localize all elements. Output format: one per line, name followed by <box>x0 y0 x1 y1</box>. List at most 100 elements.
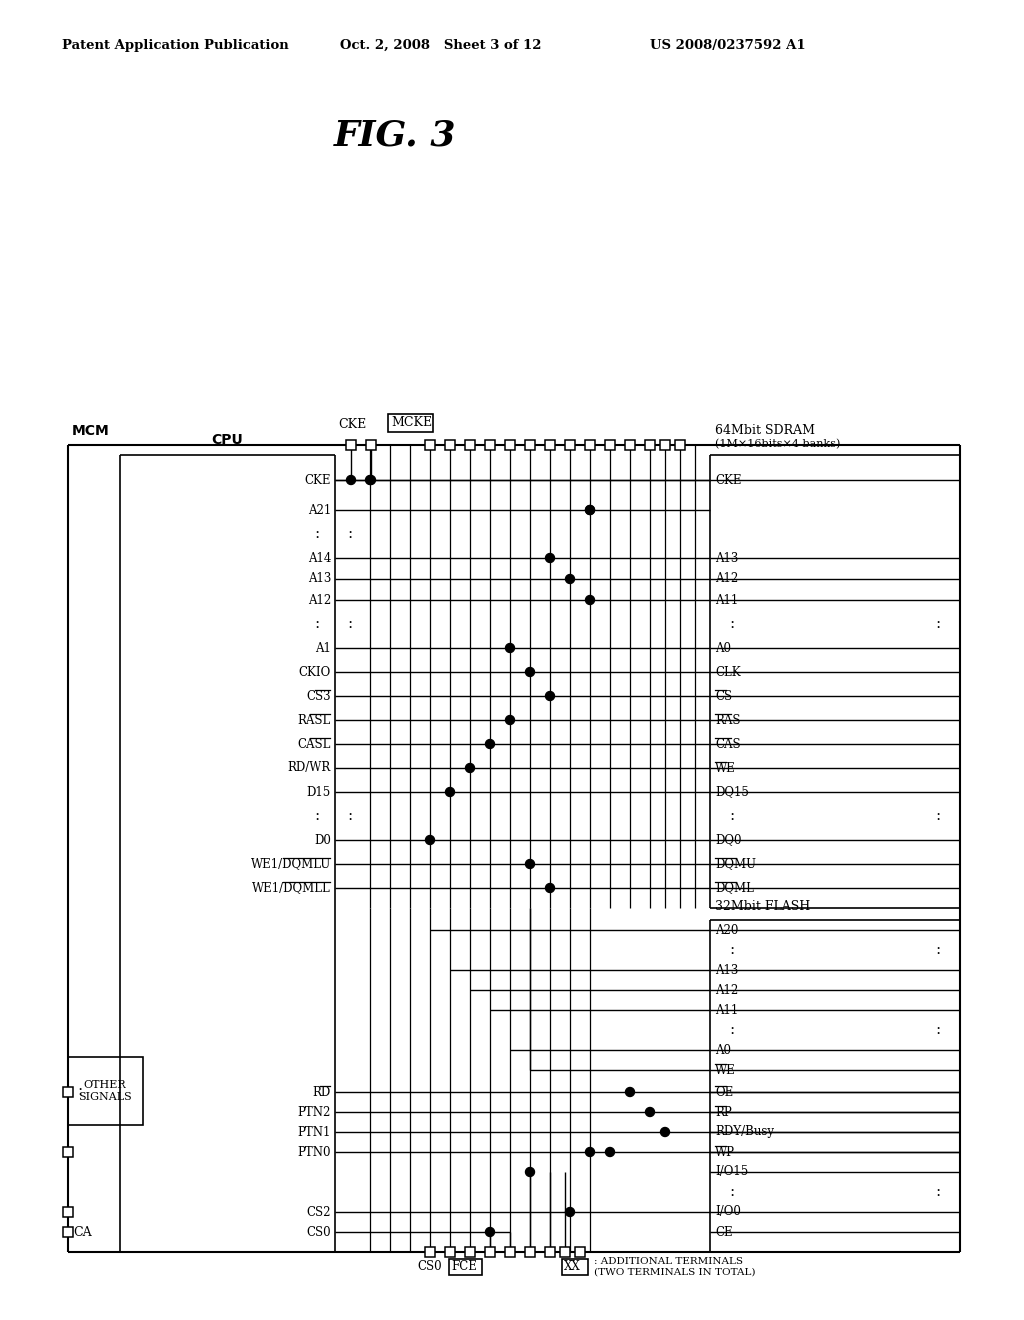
Bar <box>562 1259 588 1275</box>
Bar <box>445 440 455 450</box>
Text: WE: WE <box>715 762 736 775</box>
Text: FIG. 3: FIG. 3 <box>334 117 457 152</box>
Text: PTN2: PTN2 <box>298 1106 331 1118</box>
Bar <box>425 1247 435 1257</box>
Text: :: : <box>935 616 941 631</box>
Text: Oct. 2, 2008   Sheet 3 of 12: Oct. 2, 2008 Sheet 3 of 12 <box>340 38 542 51</box>
Circle shape <box>605 1147 614 1156</box>
Text: CS3: CS3 <box>306 689 331 702</box>
Circle shape <box>586 506 595 515</box>
Circle shape <box>546 883 555 892</box>
Text: CKE: CKE <box>338 418 367 432</box>
Text: A13: A13 <box>307 573 331 586</box>
Bar <box>505 440 515 450</box>
Bar <box>675 440 685 450</box>
Bar <box>545 1247 555 1257</box>
Text: WP: WP <box>715 1146 735 1159</box>
Circle shape <box>565 574 574 583</box>
Text: :: : <box>935 1185 941 1199</box>
Text: US 2008/0237592 A1: US 2008/0237592 A1 <box>650 38 806 51</box>
Text: :: : <box>78 1084 83 1098</box>
Text: I/O15: I/O15 <box>715 1166 749 1179</box>
Text: :: : <box>729 616 734 631</box>
Circle shape <box>346 475 355 484</box>
Text: A1: A1 <box>315 642 331 655</box>
Text: A12: A12 <box>308 594 331 606</box>
Circle shape <box>565 1208 574 1217</box>
Text: :: : <box>314 616 319 631</box>
Text: :: : <box>729 942 734 957</box>
Text: MCKE: MCKE <box>391 417 432 429</box>
Text: MCM: MCM <box>72 424 110 438</box>
Text: DQ0: DQ0 <box>715 833 741 846</box>
Bar <box>445 1247 455 1257</box>
Text: A11: A11 <box>715 594 738 606</box>
Text: A20: A20 <box>715 924 738 936</box>
Text: FCE: FCE <box>451 1261 477 1274</box>
Text: CS2: CS2 <box>306 1205 331 1218</box>
Text: A0: A0 <box>715 1044 731 1056</box>
Circle shape <box>660 1127 670 1137</box>
Text: :: : <box>935 942 941 957</box>
Circle shape <box>466 763 474 772</box>
Bar <box>660 440 670 450</box>
Text: :: : <box>729 1185 734 1199</box>
Circle shape <box>546 692 555 701</box>
Text: CS0: CS0 <box>418 1261 442 1274</box>
Text: CE: CE <box>715 1225 732 1238</box>
Text: CPU: CPU <box>211 433 243 447</box>
Text: Patent Application Publication: Patent Application Publication <box>62 38 289 51</box>
Bar <box>625 440 635 450</box>
Text: CAS: CAS <box>715 738 740 751</box>
Bar <box>545 440 555 450</box>
Text: CS: CS <box>715 689 732 702</box>
Circle shape <box>485 739 495 748</box>
Text: :: : <box>347 616 352 631</box>
Circle shape <box>485 1228 495 1237</box>
Circle shape <box>366 475 375 484</box>
Text: A13: A13 <box>715 552 738 565</box>
Text: DQ15: DQ15 <box>715 785 749 799</box>
Text: I/O0: I/O0 <box>715 1205 741 1218</box>
Bar <box>449 1259 482 1275</box>
Text: RD/WR: RD/WR <box>288 762 331 775</box>
Bar <box>63 1147 73 1158</box>
Bar <box>485 1247 495 1257</box>
Circle shape <box>367 475 376 484</box>
Circle shape <box>586 1147 595 1156</box>
Bar <box>525 440 535 450</box>
Text: A0: A0 <box>715 642 731 655</box>
Circle shape <box>586 595 595 605</box>
Circle shape <box>506 715 514 725</box>
Text: CLK: CLK <box>715 665 740 678</box>
Text: A21: A21 <box>308 503 331 516</box>
Bar <box>485 440 495 450</box>
Text: A12: A12 <box>715 573 738 586</box>
Text: :: : <box>729 809 734 822</box>
Text: 64Mbit SDRAM: 64Mbit SDRAM <box>715 424 815 437</box>
Bar <box>505 1247 515 1257</box>
Text: :: : <box>729 1023 734 1038</box>
Text: OTHER
SIGNALS: OTHER SIGNALS <box>78 1080 132 1102</box>
Circle shape <box>586 506 595 515</box>
Bar <box>366 440 376 450</box>
Text: :: : <box>314 809 319 822</box>
Circle shape <box>626 1088 635 1097</box>
Circle shape <box>506 644 514 652</box>
Text: A12: A12 <box>715 983 738 997</box>
Text: RD: RD <box>312 1085 331 1098</box>
Text: OE: OE <box>715 1085 733 1098</box>
Bar <box>465 440 475 450</box>
Text: RAS: RAS <box>715 714 740 726</box>
Text: A14: A14 <box>307 552 331 565</box>
Bar <box>565 440 575 450</box>
Text: PTN1: PTN1 <box>298 1126 331 1138</box>
Text: D0: D0 <box>314 833 331 846</box>
Bar <box>465 1247 475 1257</box>
Bar <box>63 1228 73 1237</box>
Text: WE1/DQMLU: WE1/DQMLU <box>251 858 331 870</box>
Text: (1M×16bits×4 banks): (1M×16bits×4 banks) <box>715 438 841 449</box>
Text: PTN0: PTN0 <box>298 1146 331 1159</box>
Circle shape <box>445 788 455 796</box>
Bar <box>346 440 356 450</box>
